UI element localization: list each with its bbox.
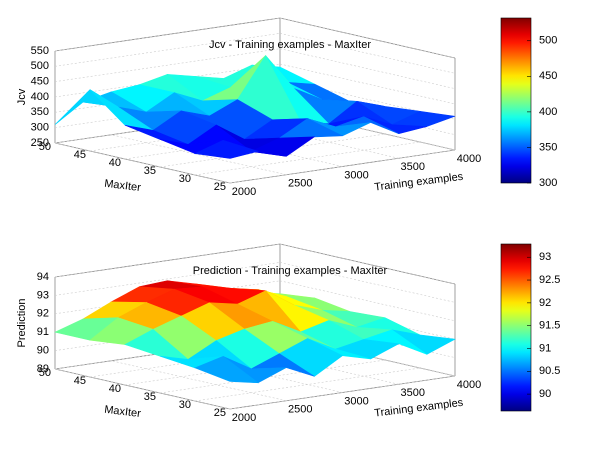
grid-line (54, 243, 281, 278)
y-axis-label: MaxIter (104, 404, 142, 420)
x-tick-label: 2500 (288, 178, 312, 190)
grid-line (54, 142, 231, 184)
z-tick-label: 90 (37, 345, 49, 357)
colorbar-tick-label: 400 (539, 106, 557, 118)
colorbar-tick-label: 92.5 (539, 274, 560, 286)
y-tick-label: 25 (214, 407, 226, 419)
z-tick-label: 250 (31, 137, 49, 149)
z-tick-label: 550 (31, 45, 49, 57)
x-tick-label: 3000 (344, 395, 368, 407)
colorbar-tick-label: 450 (539, 70, 557, 82)
y-tick-label: 40 (109, 157, 121, 169)
x-tick-label: 3000 (344, 169, 368, 181)
colorbar-tick-label: 90.5 (539, 365, 560, 377)
z-tick-label: 92 (37, 308, 49, 320)
chart-title: Jcv - Training examples - MaxIter (209, 39, 371, 51)
grid-line (229, 375, 456, 410)
x-tick-label: 2000 (232, 412, 256, 424)
colorbar-tick-label: 90 (539, 388, 551, 400)
y-tick-label: 50 (39, 141, 51, 153)
z-tick-label: 350 (31, 106, 49, 118)
grid-line (279, 280, 456, 322)
grid-line (279, 262, 456, 303)
surface-patch (194, 356, 260, 384)
z-tick-label: 89 (37, 363, 49, 375)
y-axis-label: MaxIter (104, 178, 142, 194)
chart-title: Prediction - Training examples - MaxIter (193, 265, 388, 277)
y-tick-label: 50 (39, 367, 51, 379)
x-tick-label: 4000 (457, 379, 481, 391)
colorbar (500, 243, 532, 412)
grid-line (111, 360, 287, 402)
y-tick-label: 25 (214, 181, 226, 193)
x-axis-label: Training examples (374, 171, 465, 194)
z-tick-label: 400 (31, 91, 49, 103)
z-axis-label: Jcv (16, 88, 28, 105)
grid-line (54, 368, 231, 410)
z-tick-label: 93 (37, 289, 49, 301)
grid-line (111, 134, 287, 176)
grid-line (194, 141, 421, 176)
x-tick-label: 3500 (401, 387, 425, 399)
colorbar-tick-label: 93 (539, 251, 551, 263)
colorbar-tick-label: 92 (539, 297, 551, 309)
y-tick-label: 35 (144, 165, 156, 177)
grid-line (54, 33, 281, 67)
x-tick-label: 2500 (288, 404, 312, 416)
colorbar-tick-label: 300 (539, 177, 557, 189)
z-axis-label: Prediction (16, 299, 28, 348)
grid-line (229, 149, 456, 184)
z-tick-label: 94 (37, 271, 49, 283)
grid-line (279, 243, 456, 285)
z-tick-label: 500 (31, 60, 49, 72)
colorbar-tick-label: 91.5 (539, 320, 560, 332)
grid-line (159, 359, 386, 394)
grid-line (279, 48, 456, 89)
colorbar-tick-label: 91 (539, 342, 551, 354)
y-tick-label: 45 (74, 149, 86, 161)
x-tick-label: 2000 (232, 186, 256, 198)
x-tick-label: 4000 (457, 153, 481, 165)
y-tick-label: 45 (74, 375, 86, 387)
grid-line (279, 33, 456, 74)
y-tick-label: 30 (179, 173, 191, 185)
z-tick-label: 450 (31, 76, 49, 88)
grid-line (54, 262, 281, 296)
colorbar (500, 17, 532, 184)
colorbar-tick-label: 350 (539, 141, 557, 153)
grid-line (54, 48, 281, 82)
grid-line (279, 63, 456, 105)
y-tick-label: 30 (179, 399, 191, 411)
y-tick-label: 40 (109, 383, 121, 395)
grid-line (279, 17, 456, 59)
grid-line (194, 367, 421, 402)
y-tick-label: 35 (144, 391, 156, 403)
z-tick-label: 91 (37, 326, 49, 338)
surface-patch (193, 139, 260, 159)
x-tick-label: 3500 (401, 161, 425, 173)
grid-line (54, 17, 281, 52)
x-axis-label: Training examples (374, 397, 465, 420)
z-tick-label: 300 (31, 122, 49, 134)
colorbar-tick-label: 500 (539, 35, 557, 47)
